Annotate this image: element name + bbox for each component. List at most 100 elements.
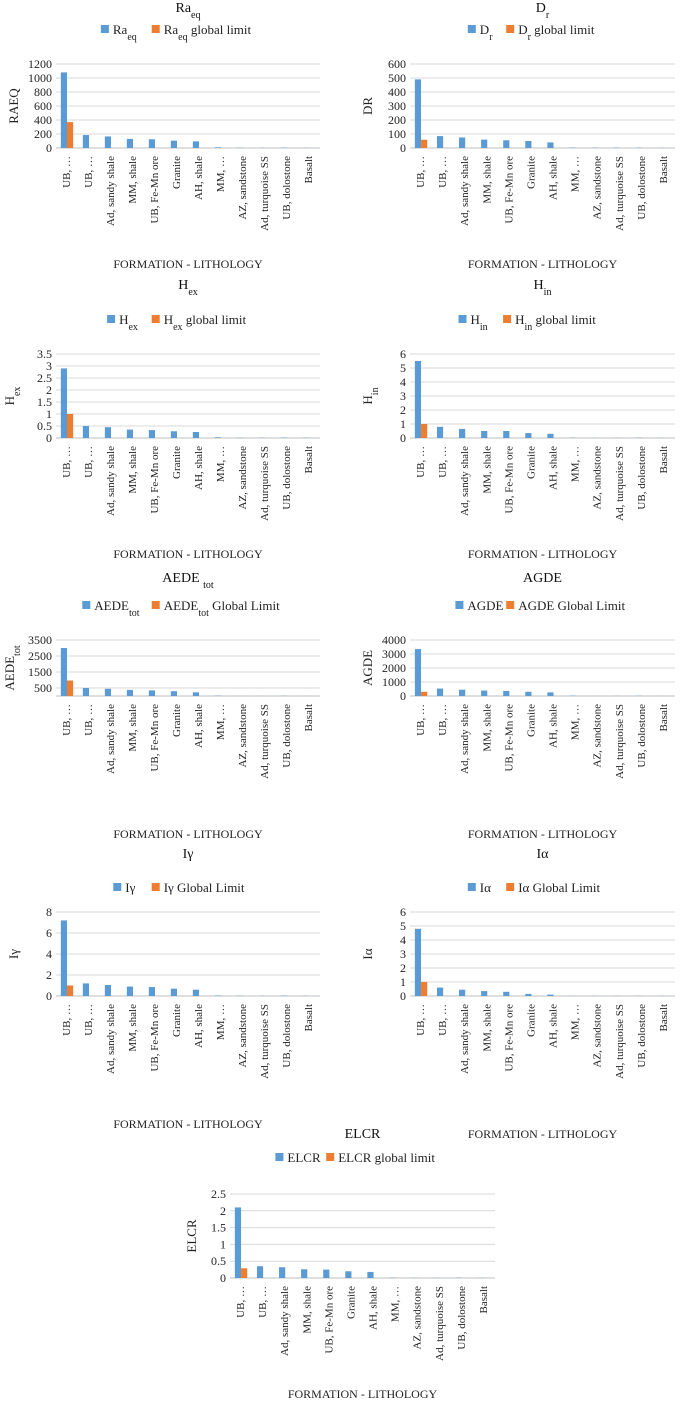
bar-primary xyxy=(547,994,554,996)
bar-primary xyxy=(301,1269,308,1278)
x-tick-label: AZ, sandstone xyxy=(592,446,604,510)
y-tick-label: 1200 xyxy=(28,57,52,71)
bar-primary xyxy=(104,688,111,696)
x-tick-label: UB, … xyxy=(235,1286,247,1318)
x-axis-label: FORMATION - LITHOLOGY xyxy=(468,1127,618,1141)
x-tick-label: UB, dolostone xyxy=(281,156,293,220)
y-tick-label: 0 xyxy=(400,989,406,1003)
chart-agde: AGDE AGDE AGDE Global Limit 010002000300040… xyxy=(360,571,675,841)
legend-swatch-primary xyxy=(467,883,476,891)
bar-primary xyxy=(148,139,155,148)
chart-title: Iα xyxy=(537,847,550,862)
x-tick-label: Ad, sandy shale xyxy=(105,704,117,774)
y-tick-label: 1 xyxy=(400,975,406,989)
x-tick-label: UB, … xyxy=(415,156,427,188)
bar-primary xyxy=(436,426,444,438)
bar-limit xyxy=(67,414,74,438)
x-tick-label: Ad, turquoise SS xyxy=(259,704,271,779)
y-axis-label-group: ELCR xyxy=(184,1219,199,1253)
bar-primary xyxy=(82,983,89,996)
legend-swatch-limit xyxy=(151,601,160,609)
y-tick-label: 0 xyxy=(400,431,406,445)
chart-title: AEDE tot xyxy=(162,571,214,591)
x-tick-label: MM, … xyxy=(570,156,582,192)
legend-label-primary: Raeq xyxy=(113,22,137,43)
y-tick-label: 5 xyxy=(400,361,406,375)
x-tick-label: Ad, turquoise SS xyxy=(259,1004,271,1079)
x-tick-label: Granite xyxy=(171,446,183,479)
x-tick-label: UB, … xyxy=(83,704,95,736)
x-tick-label: Basalt xyxy=(478,1286,490,1314)
y-tick-label: 5 xyxy=(400,919,406,933)
bar-primary xyxy=(192,692,199,696)
bar-primary xyxy=(192,432,199,438)
bar-primary xyxy=(126,429,133,438)
x-tick-label: Ad, turquoise SS xyxy=(614,704,626,779)
bar-primary xyxy=(525,141,532,148)
legend-label-primary: AGDE xyxy=(467,598,503,613)
chart-elcr: ELCR ELCR ELCR global limit 0 0.5 1 1.5 2 2.5 ELC… xyxy=(184,1127,495,1401)
bar-primary xyxy=(414,928,422,996)
x-tick-label: MM, … xyxy=(215,446,227,482)
bar-limit xyxy=(241,1268,248,1278)
y-axis-label-group: Iα xyxy=(360,948,375,959)
y-tick-label: 2 xyxy=(220,1204,226,1218)
bar-primary xyxy=(126,138,133,148)
bar-primary xyxy=(547,692,554,696)
y-tick-label: 800 xyxy=(34,85,52,99)
y-tick-label: 4000 xyxy=(382,633,406,647)
x-axis-label: FORMATION - LITHOLOGY xyxy=(113,257,263,271)
legend-swatch-limit xyxy=(326,1153,335,1161)
y-axis-label-group: DR xyxy=(360,97,375,115)
bar-primary xyxy=(547,142,554,148)
x-tick-label: AH, shale xyxy=(193,446,205,490)
legend-swatch-primary xyxy=(275,1153,284,1161)
chart-hex: Hex Hex Hex global limit 00.511.522.533.5 He… xyxy=(2,278,320,561)
legend: AEDEtot AEDEtot Global Limit xyxy=(82,598,280,619)
x-tick-label: UB, … xyxy=(61,156,73,188)
legend-swatch-primary xyxy=(107,315,116,323)
bar-primary xyxy=(82,135,89,148)
y-tick-label: 3 xyxy=(46,359,52,373)
x-tick-label: Basalt xyxy=(303,156,315,184)
bar-primary xyxy=(214,147,221,148)
x-tick-label: Basalt xyxy=(303,1004,315,1032)
legend-label-limit: Hin global limit xyxy=(515,312,596,333)
x-tick-label: Granite xyxy=(171,704,183,737)
x-tick-label: Ad, sandy shale xyxy=(105,156,117,226)
y-tick-label: 1 xyxy=(220,1237,226,1251)
x-tick-label: UB, Fe-Mn ore xyxy=(503,156,515,224)
x-tick-label: UB, … xyxy=(61,446,73,478)
bar-primary xyxy=(170,431,177,438)
bar-primary xyxy=(459,137,466,148)
bar-primary xyxy=(503,140,510,148)
y-tick-label: 3000 xyxy=(382,647,406,661)
y-tick-label: 0 xyxy=(46,141,52,155)
legend-swatch-limit xyxy=(506,883,515,891)
chart-aede: AEDE tot AEDEtot AEDEtot Global Limit 500 15… xyxy=(2,571,320,841)
y-tick-label: 500 xyxy=(34,681,52,695)
x-tick-label: MM, … xyxy=(570,704,582,740)
x-tick-label: AH, shale xyxy=(193,156,205,200)
legend: Raeq Raeq global limit xyxy=(100,22,252,43)
y-axis-label: Hex xyxy=(2,387,23,406)
y-axis-label: Hin xyxy=(360,387,381,404)
bar-primary xyxy=(60,920,67,996)
bar-primary xyxy=(414,79,422,148)
y-tick-label: 2.5 xyxy=(211,1187,226,1201)
bar-primary xyxy=(170,988,177,996)
y-tick-label: 2000 xyxy=(382,661,406,675)
legend-label-limit: Dr global limit xyxy=(518,22,595,43)
y-axis-label-group: AEDEtot xyxy=(2,645,23,690)
legend-swatch-primary xyxy=(467,25,476,33)
bar-primary xyxy=(481,991,488,996)
x-axis-label: FORMATION - LITHOLOGY xyxy=(468,827,618,841)
y-tick-label: 2 xyxy=(46,383,52,397)
x-tick-label: UB, dolostone xyxy=(636,1004,648,1068)
x-tick-label: AZ, sandstone xyxy=(592,156,604,220)
x-tick-label: AZ, sandstone xyxy=(237,1004,249,1068)
x-tick-label: UB, … xyxy=(437,156,449,188)
